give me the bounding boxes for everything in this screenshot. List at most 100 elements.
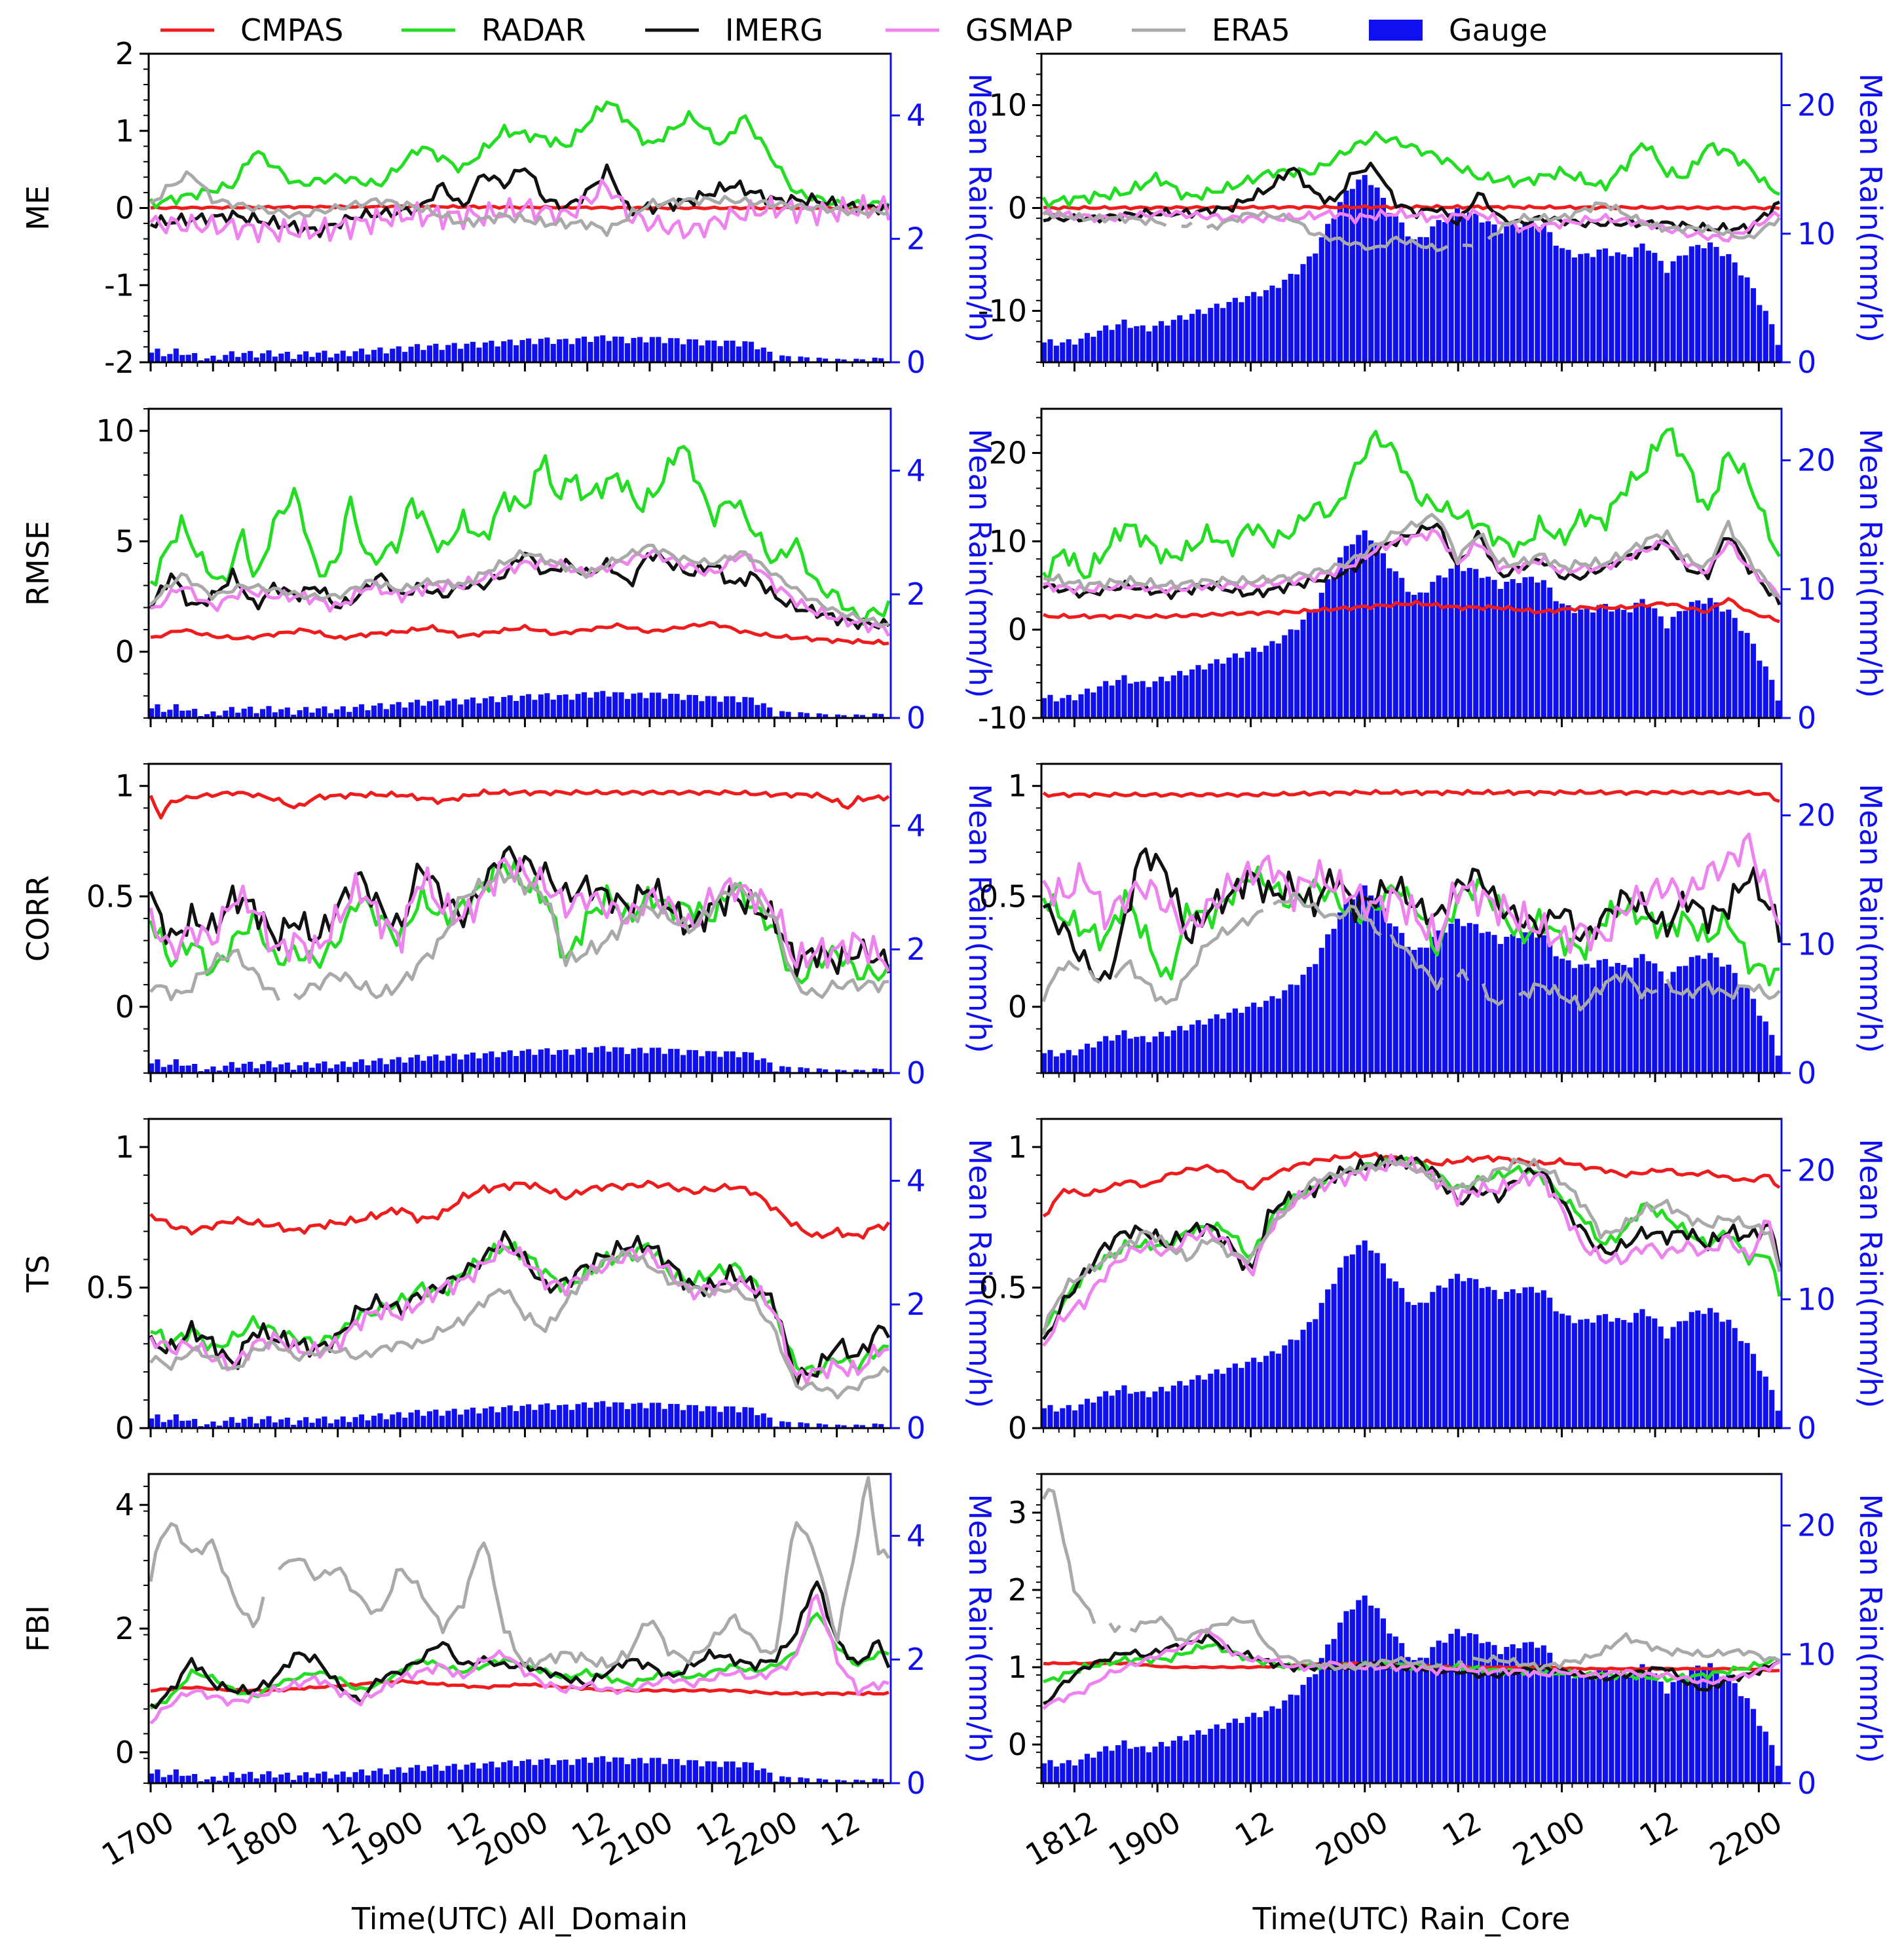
gauge-bar xyxy=(352,351,358,362)
series-lines xyxy=(149,100,891,244)
x-tick-label: 12 xyxy=(1229,1804,1280,1854)
gauge-bar xyxy=(1318,947,1324,1073)
gauge-bar xyxy=(1621,1319,1627,1428)
x-axis-title: Time(UTC) Rain_Core xyxy=(1252,1901,1571,1936)
gauge-bar xyxy=(192,708,198,718)
gauge-bar xyxy=(755,349,760,362)
gauge-bar xyxy=(519,340,525,362)
gauge-bar xyxy=(692,1760,698,1783)
gauge-bar xyxy=(1676,611,1683,718)
gauge-bar xyxy=(346,711,352,718)
gauge-bar xyxy=(1584,253,1590,362)
gauge-bar xyxy=(1609,966,1615,1073)
right-axis-title: Mean Rain(mm/h) xyxy=(962,1139,998,1408)
gauge-bar xyxy=(297,1775,303,1783)
gauge-bar xyxy=(724,1761,730,1783)
gauge-bar xyxy=(185,710,191,718)
gauge-bar xyxy=(1473,569,1479,718)
gauge-bar xyxy=(569,344,575,362)
gauge-bar xyxy=(1738,986,1744,1073)
gauge-bar xyxy=(618,692,624,718)
gauge-bar xyxy=(760,347,766,362)
gauge-bar xyxy=(266,1061,272,1073)
gauge-bar xyxy=(1325,579,1331,718)
gauge-bar xyxy=(1744,277,1750,362)
gauge-bar xyxy=(1343,1256,1349,1428)
y-tick-label: 1 xyxy=(1008,1129,1027,1165)
gauge-bar xyxy=(1510,1289,1516,1428)
gauge-bar xyxy=(1091,692,1096,718)
legend-label: Gauge xyxy=(1449,12,1548,48)
gauge-bar xyxy=(216,1070,222,1073)
gauge-bar xyxy=(798,1777,804,1783)
gauge-bars xyxy=(1041,885,1781,1073)
y-axis-right: 0 10 20 xyxy=(1782,1153,1836,1446)
gauge-bar xyxy=(1091,1403,1096,1428)
gauge-bar xyxy=(1158,1742,1165,1783)
gauge-bar xyxy=(1757,1370,1763,1428)
right-tick-label: 0 xyxy=(906,1766,925,1801)
gauge-bar xyxy=(426,1766,432,1783)
gauge-bar xyxy=(1201,1379,1207,1428)
right-tick-label: 0 xyxy=(906,700,925,736)
gauge-bar xyxy=(482,342,488,362)
gauge-bar xyxy=(1559,1669,1565,1783)
series-imerg xyxy=(1042,847,1782,982)
gauge-bar xyxy=(1454,208,1461,362)
gauge-bar xyxy=(291,714,297,718)
gauge-bar xyxy=(816,357,822,362)
gauge-bar xyxy=(804,713,810,718)
gauge-bar xyxy=(1701,1669,1707,1783)
gauge-bar xyxy=(204,714,210,718)
gauge-bar xyxy=(1744,988,1750,1073)
gauge-bar xyxy=(1091,1758,1096,1783)
series-cmpas xyxy=(150,1678,889,1697)
gauge-bar xyxy=(686,694,692,718)
series-era5 xyxy=(149,544,889,627)
gauge-bar xyxy=(1553,956,1559,1073)
gauge-bar xyxy=(1658,1326,1664,1428)
gauge-bar xyxy=(785,711,791,718)
gauge-bar xyxy=(402,708,408,718)
gauge-bar xyxy=(272,712,278,718)
gauge-bar xyxy=(210,1066,216,1073)
gauge-bar xyxy=(705,1761,711,1783)
gauge-bar xyxy=(1769,1034,1775,1073)
gauge-bar xyxy=(804,357,810,362)
gauge-bar xyxy=(1060,1408,1066,1428)
gauge-bar xyxy=(859,1780,865,1783)
gauge-bar xyxy=(1596,960,1602,1073)
gauge-bar xyxy=(1399,933,1405,1073)
gauge-bar xyxy=(1331,928,1337,1073)
gauge-bar xyxy=(482,1763,488,1783)
gauge-bar xyxy=(495,1767,500,1783)
gauge-bar xyxy=(1109,1040,1115,1073)
right-tick-label: 4 xyxy=(906,1163,925,1198)
gauge-bar xyxy=(229,1417,234,1428)
gauge-bar xyxy=(1121,1385,1127,1428)
gauge-bar xyxy=(291,1424,297,1428)
gauge-bar xyxy=(1096,1751,1102,1783)
gauge-bar xyxy=(1257,1362,1263,1428)
gauge-bar xyxy=(1491,224,1497,362)
gauge-bar xyxy=(1683,966,1689,1073)
gauge-bar xyxy=(1540,580,1546,718)
gauge-bar xyxy=(1275,288,1281,362)
gauge-bar xyxy=(445,1410,451,1428)
gauge-bar xyxy=(1257,296,1263,362)
gauge-bar xyxy=(637,1403,643,1428)
gauge-bar xyxy=(1226,1012,1232,1073)
gauge-bar xyxy=(563,694,569,718)
gauge-bar xyxy=(692,1050,698,1073)
gauge-bar xyxy=(309,1422,315,1428)
gauge-bar xyxy=(1763,1376,1768,1428)
gauge-bar xyxy=(235,1422,241,1428)
x-tick-label: 1800 xyxy=(221,1804,305,1873)
gauge-bar xyxy=(501,696,507,718)
gauge-bar xyxy=(1461,571,1466,718)
gauge-bar xyxy=(1306,1677,1313,1783)
gauge-bar xyxy=(1368,1605,1374,1783)
gauge-bar xyxy=(581,1047,588,1073)
gauge-bar xyxy=(1676,1321,1683,1428)
gauge-bar xyxy=(1189,1379,1195,1428)
